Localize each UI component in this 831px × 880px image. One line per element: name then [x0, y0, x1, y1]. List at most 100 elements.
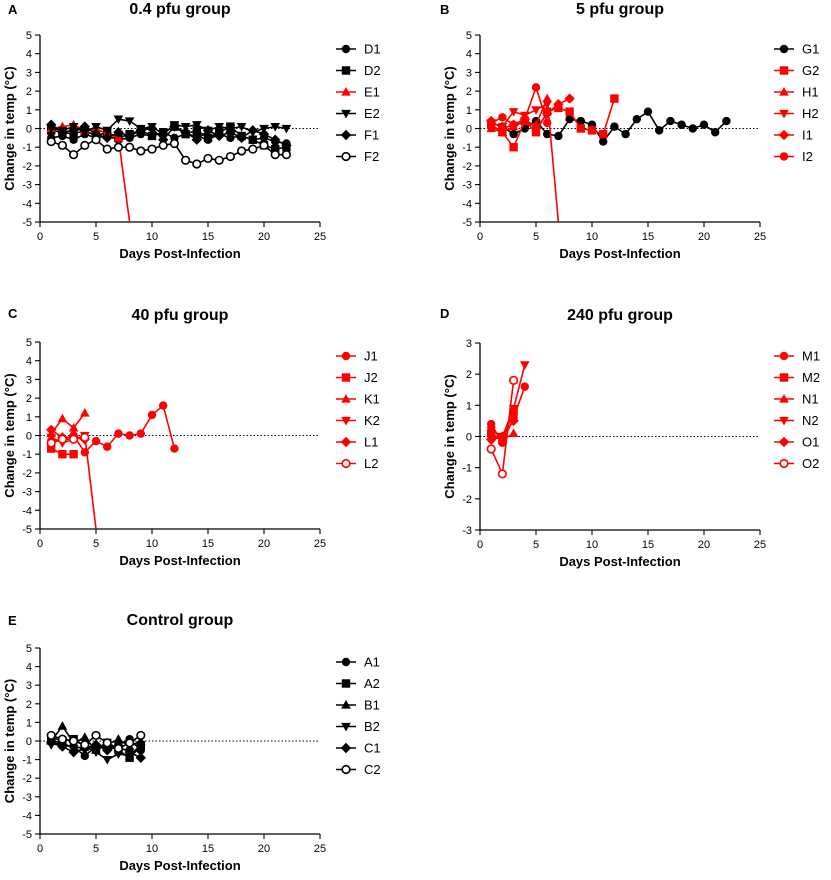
legend-item: B1	[336, 698, 380, 713]
data-point	[46, 433, 56, 443]
legend-item: E2	[336, 106, 380, 121]
data-point	[576, 116, 585, 126]
data-point	[46, 730, 56, 741]
data-point	[214, 155, 224, 165]
panel-letter: C	[8, 306, 18, 321]
legend-item: O1	[774, 435, 819, 450]
series-c2	[46, 730, 146, 754]
legend-label: D1	[364, 42, 381, 57]
y-tick-label: -5	[462, 217, 472, 229]
legend-item: K2	[336, 413, 380, 428]
series-o2	[486, 375, 519, 479]
legend-marker	[341, 416, 351, 426]
data-point	[80, 408, 90, 417]
data-point	[621, 129, 630, 139]
data-point	[80, 140, 90, 150]
data-point	[147, 131, 157, 141]
data-point	[68, 736, 79, 746]
legend-label: B2	[364, 719, 380, 734]
x-axis-label: Days Post-Infection	[559, 554, 680, 569]
data-point	[180, 127, 191, 138]
series-line	[51, 404, 176, 454]
legend-item: G2	[774, 63, 819, 78]
series-line	[50, 434, 97, 529]
data-point	[57, 434, 68, 444]
y-tick-label: 0	[26, 124, 32, 136]
legend-marker	[341, 722, 351, 732]
data-point	[102, 745, 113, 756]
data-point	[113, 142, 123, 152]
legend-item: H2	[774, 106, 819, 121]
y-tick-label: 2	[466, 86, 472, 98]
legend-marker	[779, 44, 789, 54]
legend-item: N2	[774, 413, 819, 428]
legend-label: E2	[364, 106, 380, 121]
data-point	[236, 123, 247, 132]
data-point	[103, 442, 112, 451]
data-point	[632, 114, 641, 124]
y-tick-label: 5	[26, 337, 32, 349]
legend-item: K1	[336, 392, 380, 407]
data-point	[542, 93, 552, 103]
legend-item: J2	[336, 370, 378, 385]
data-point	[136, 730, 146, 741]
y-tick-label: 2	[26, 699, 32, 711]
data-point	[711, 128, 720, 137]
data-point	[46, 119, 57, 130]
data-point	[91, 135, 101, 145]
chart-title: 240 pfu group	[567, 307, 673, 324]
x-axis-label: Days Post-Infection	[559, 246, 680, 261]
data-point	[498, 113, 507, 122]
legend-marker	[341, 66, 351, 75]
data-point	[542, 108, 553, 119]
y-tick-label: -3	[462, 525, 472, 537]
legend-item: B2	[336, 719, 380, 734]
data-point	[599, 129, 608, 139]
data-point	[248, 135, 257, 144]
data-point	[202, 125, 214, 136]
data-point	[509, 129, 518, 139]
series-j1	[47, 401, 179, 457]
legend-marker	[341, 458, 351, 469]
data-point	[486, 434, 497, 445]
legend-item: D2	[336, 63, 381, 78]
y-tick-label: -1	[22, 449, 32, 461]
y-axis-label: Change in temp (°C)	[442, 66, 457, 190]
series-line	[50, 412, 86, 435]
series-f2	[46, 135, 292, 169]
y-tick-label: -2	[22, 468, 32, 480]
x-tick-label: 20	[258, 538, 270, 550]
y-tick-label: -2	[462, 161, 472, 173]
data-point	[509, 143, 518, 152]
data-point	[655, 126, 664, 135]
legend-marker	[778, 129, 790, 141]
data-point	[79, 121, 90, 132]
data-point	[236, 132, 247, 144]
y-axis-label: Change in temp (°C)	[442, 374, 457, 498]
legend-item: O2	[774, 456, 819, 471]
data-point	[270, 134, 281, 145]
data-point	[91, 748, 101, 758]
series-line	[490, 386, 526, 444]
data-point	[192, 121, 202, 130]
y-tick-label: -3	[462, 180, 472, 192]
chart-title: Control group	[127, 612, 234, 629]
legend-marker	[341, 373, 351, 382]
x-tick-label: 10	[146, 843, 158, 855]
x-tick-label: 25	[754, 231, 766, 243]
x-tick-label: 0	[477, 231, 483, 243]
data-point	[542, 100, 552, 110]
y-tick-label: 0	[466, 432, 472, 444]
x-tick-label: 10	[586, 231, 598, 243]
data-point	[57, 140, 68, 150]
data-point	[68, 434, 79, 444]
data-point	[181, 155, 191, 165]
data-point	[68, 746, 79, 758]
x-tick-label: 5	[93, 843, 99, 855]
data-point	[124, 746, 135, 758]
series-c1	[46, 737, 146, 763]
legend-marker	[779, 351, 789, 361]
data-point	[520, 361, 530, 370]
data-point	[170, 444, 179, 453]
x-tick-label: 5	[93, 231, 99, 243]
